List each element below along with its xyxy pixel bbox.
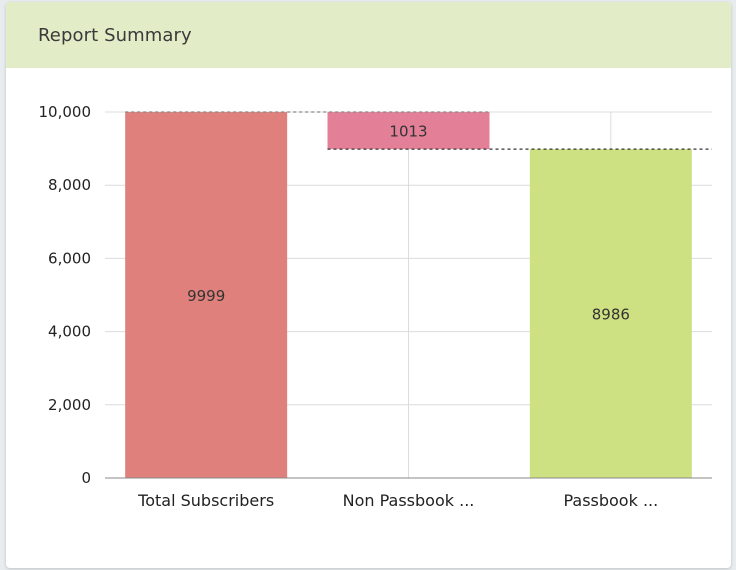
y-tick-label: 2,000 bbox=[48, 396, 91, 414]
labels: 0 2,000 4,000 6,000 8,000 10,000 9999 Total Sub… bbox=[39, 103, 659, 510]
y-tick-label: 8,000 bbox=[48, 176, 91, 194]
bar[interactable] bbox=[327, 112, 490, 150]
bar-value-label: 8986 bbox=[592, 306, 630, 324]
y-tick-label: 0 bbox=[81, 469, 91, 487]
category-label: Passbook ... bbox=[563, 491, 658, 510]
category-label: Total Subscribers bbox=[137, 491, 274, 510]
bar-value-label: 9999 bbox=[187, 287, 225, 305]
card-title: Report Summary bbox=[38, 24, 192, 46]
bar[interactable] bbox=[529, 149, 692, 478]
y-tick-label: 4,000 bbox=[48, 323, 91, 341]
bar[interactable] bbox=[125, 112, 288, 479]
y-tick-label: 6,000 bbox=[48, 249, 91, 267]
card-header: Report Summary bbox=[6, 2, 731, 68]
bars bbox=[125, 112, 692, 479]
y-tick-label: 10,000 bbox=[39, 103, 92, 121]
category-label: Non Passbook ... bbox=[343, 491, 475, 510]
bar-value-label: 1013 bbox=[389, 123, 427, 141]
connector-lines bbox=[125, 111, 712, 150]
